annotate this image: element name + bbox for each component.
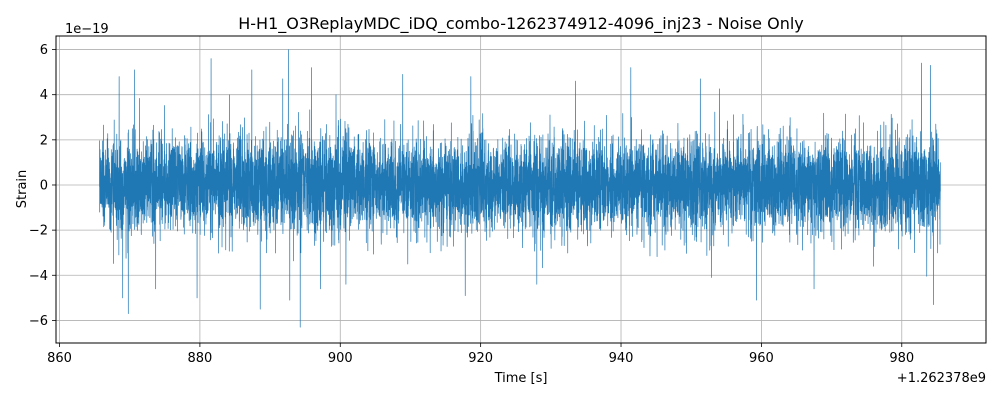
y-tick-label: −6 [29, 314, 48, 329]
x-axis-label: Time [s] [494, 371, 548, 386]
x-tick-label: 920 [468, 351, 493, 366]
x-tick-label: 860 [47, 351, 72, 366]
y-tick-label: −2 [29, 224, 48, 239]
y-tick-label: 4 [40, 88, 48, 103]
x-tick-label: 980 [889, 351, 914, 366]
y-scale-label: 1e−19 [65, 22, 109, 37]
x-offset-label: +1.262378e9 [897, 371, 986, 386]
x-tick-label: 900 [328, 351, 353, 366]
y-tick-label: 6 [40, 43, 48, 58]
strain-series-line [99, 49, 941, 328]
x-tick-label: 940 [609, 351, 634, 366]
chart-title: H-H1_O3ReplayMDC_iDQ_combo-1262374912-40… [238, 14, 804, 34]
y-axis-label: Strain [15, 170, 30, 209]
y-tick-label: −4 [29, 269, 48, 284]
data-area [99, 49, 941, 328]
x-tick-label: 960 [749, 351, 774, 366]
y-tick-label: 2 [40, 133, 48, 148]
ticks: 860 880 900 920 940 960 980 −6 −4 −2 0 2 4 6 [29, 43, 914, 366]
y-tick-label: 0 [40, 178, 48, 193]
x-tick-label: 880 [187, 351, 212, 366]
plot-frame [55, 35, 987, 344]
